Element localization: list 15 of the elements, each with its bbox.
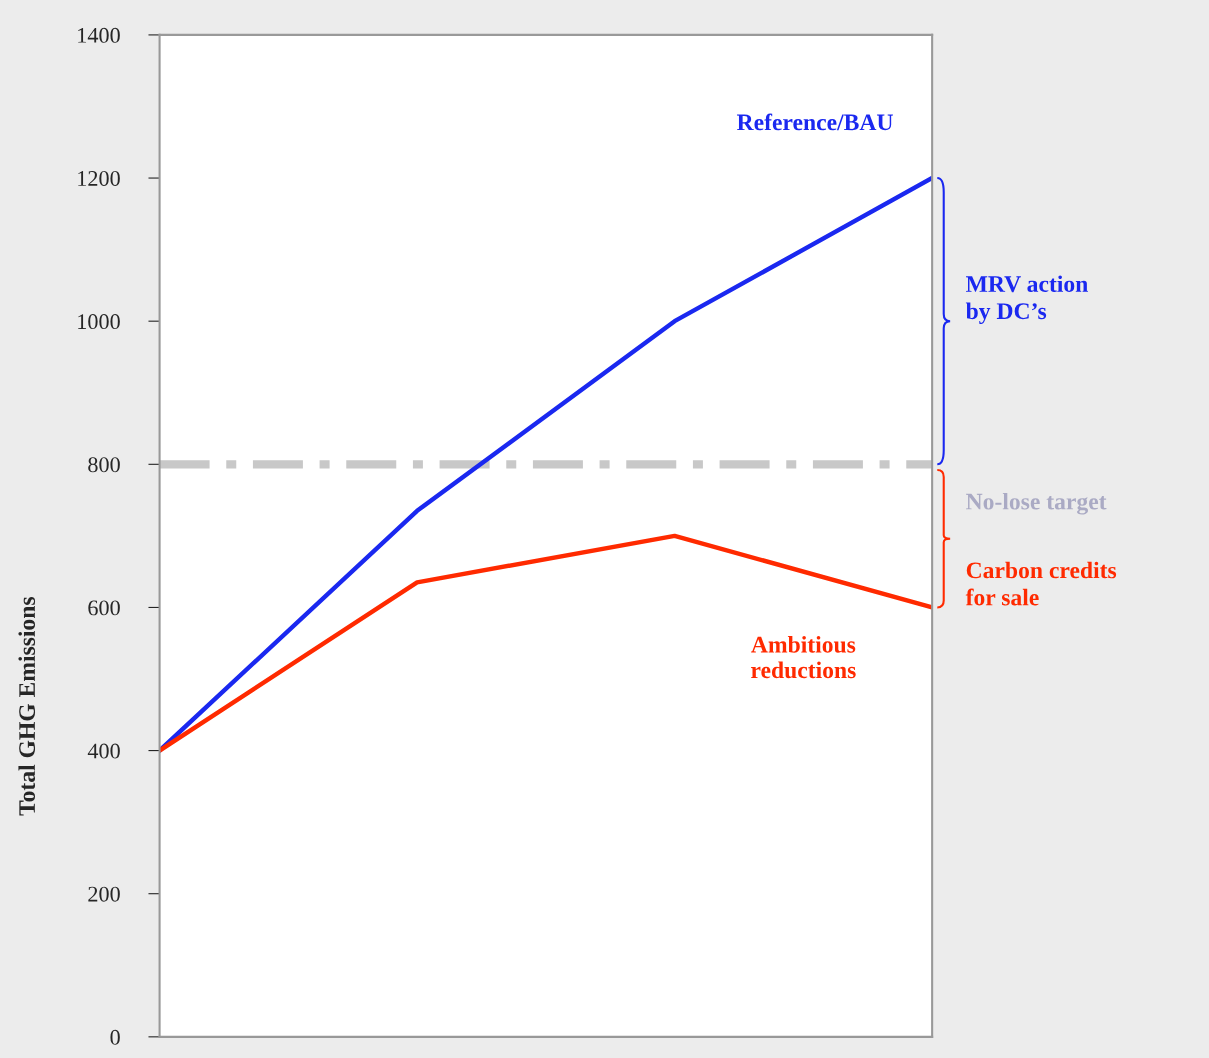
ref-line-label: No-lose target bbox=[966, 492, 1107, 515]
text: Ambitious reductions bbox=[751, 636, 856, 679]
line-series bbox=[159, 533, 933, 753]
text: Reference/BAU bbox=[736, 113, 893, 131]
y-tick-label: 1400 bbox=[78, 27, 120, 43]
y-tick-label: 1200 bbox=[78, 170, 120, 186]
y-axis-title: Total GHG Emissions bbox=[18, 597, 36, 816]
y-tick-label: 0 bbox=[110, 1029, 120, 1045]
y-tick-label: 400 bbox=[87, 743, 120, 759]
y-tick-label: 200 bbox=[88, 886, 120, 902]
text: MRV action by DC’s bbox=[965, 275, 1088, 325]
y-tick-label: 600 bbox=[88, 600, 120, 616]
text: Carbon credits for sale bbox=[965, 561, 1117, 606]
y-tick-label: 800 bbox=[88, 457, 120, 473]
y-tick-label: 1000 bbox=[78, 314, 120, 330]
